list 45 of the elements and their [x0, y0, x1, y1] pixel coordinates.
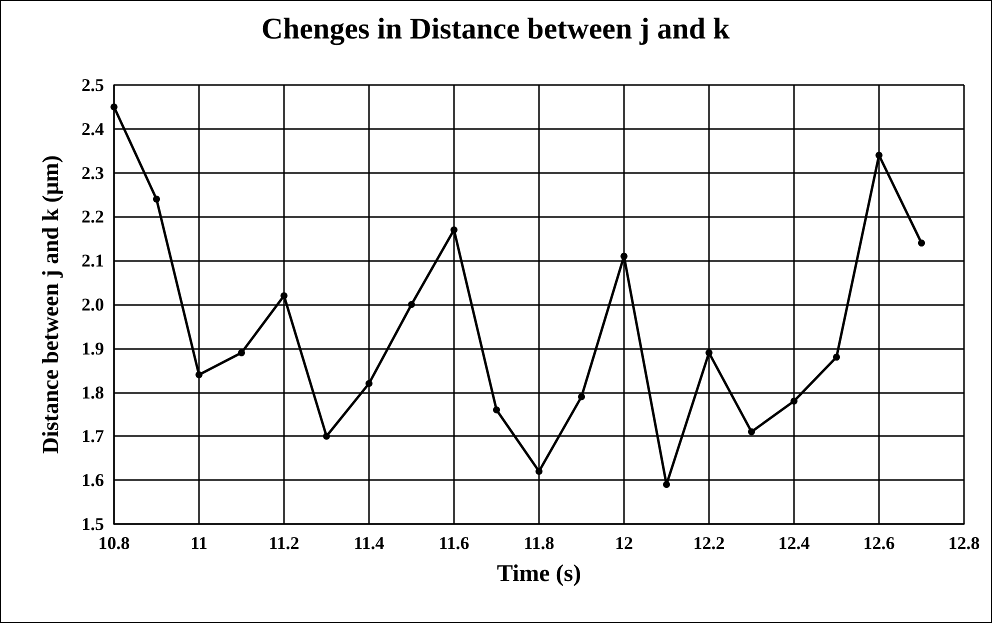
point — [748, 428, 755, 436]
point — [196, 371, 202, 378]
x-tick-label: 12.2 — [693, 533, 725, 553]
x-tick-label: 11.6 — [438, 533, 470, 553]
y-tick-label: 2.2 — [82, 206, 104, 227]
point — [238, 349, 245, 356]
point — [706, 349, 712, 356]
x-tick-label: 11.4 — [354, 533, 384, 553]
x-axis-title: Time (s) — [496, 561, 582, 587]
x-tick-label: 12.8 — [948, 533, 980, 553]
point — [578, 393, 585, 400]
y-tick-label: 1.9 — [82, 338, 104, 358]
point — [366, 380, 372, 388]
point — [663, 480, 670, 488]
chart-title: Chenges in Distance between j and k — [261, 12, 730, 46]
point — [110, 103, 118, 110]
point — [493, 406, 500, 414]
point — [536, 468, 542, 475]
y-tick-label: 2.3 — [82, 162, 104, 183]
y-tick-label: 1.5 — [82, 514, 104, 534]
x-tick-label: 12 — [615, 533, 633, 553]
y-tick-label: 1.7 — [82, 426, 104, 446]
y-axis-title: Distance between j and k (μm) — [38, 155, 63, 454]
y-tick-label: 1.8 — [82, 382, 104, 402]
x-tick-label: 11 — [190, 533, 208, 553]
x-tick-label: 11.8 — [524, 533, 554, 553]
y-tick-label: 2.5 — [82, 75, 104, 95]
point — [790, 398, 798, 405]
point — [876, 152, 882, 159]
point — [833, 354, 840, 361]
y-tick-label: 2.1 — [82, 250, 104, 271]
y-tick-label: 1.6 — [82, 470, 104, 490]
x-tick-label: 11.2 — [268, 533, 300, 553]
point — [153, 196, 160, 203]
x-tick-label: 12.4 — [778, 533, 810, 553]
y-tick-label: 2.0 — [82, 294, 104, 314]
x-tick-label: 12.6 — [863, 533, 895, 553]
point — [620, 252, 628, 260]
point — [280, 292, 288, 300]
point — [323, 432, 330, 440]
point — [918, 240, 925, 247]
point — [408, 301, 415, 308]
point — [450, 226, 458, 234]
x-tick-label: 10.8 — [98, 533, 130, 553]
y-tick-label: 2.4 — [82, 118, 104, 139]
